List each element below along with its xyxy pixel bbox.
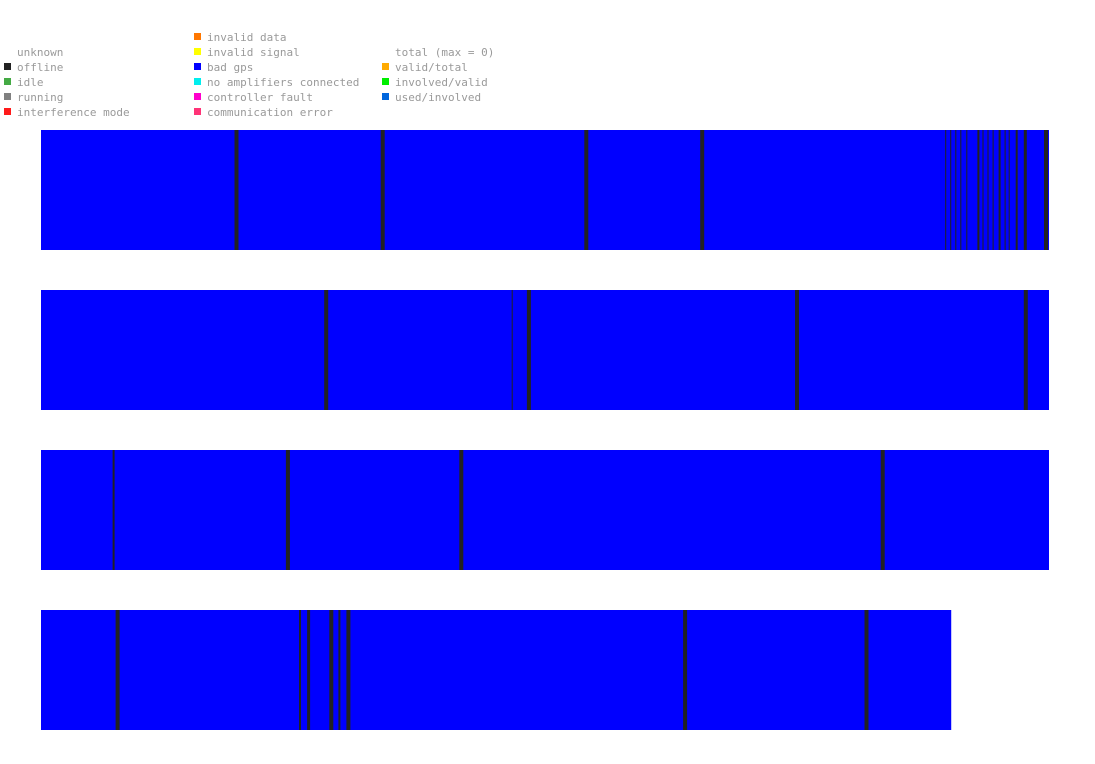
legend-label: invalid data: [207, 31, 287, 44]
legend-label: invalid signal: [207, 46, 300, 59]
legend-swatch: [194, 93, 201, 100]
offline-event-mark: [112, 450, 115, 570]
legend-swatch: [194, 48, 201, 55]
legend-swatch: [382, 78, 389, 85]
legend-label: idle: [17, 76, 44, 89]
offline-event-mark: [982, 130, 984, 250]
offline-event-mark: [945, 130, 947, 250]
offline-event-mark: [1015, 130, 1018, 250]
legend-label: communication error: [207, 106, 333, 119]
legend-swatch: [194, 78, 201, 85]
offline-event-mark: [700, 130, 705, 250]
offline-event-mark: [511, 290, 513, 410]
state-segment: [41, 290, 1049, 410]
offline-event-mark: [955, 130, 957, 250]
legend-swatch: [4, 78, 11, 85]
offline-event-mark: [795, 290, 799, 410]
timeline-row: [41, 610, 952, 730]
offline-event-mark: [526, 290, 531, 410]
offline-event-mark: [346, 610, 351, 730]
legend-swatch: [4, 108, 11, 115]
offline-event-mark: [960, 130, 962, 250]
offline-event-mark: [977, 130, 980, 250]
offline-event-mark: [459, 450, 464, 570]
offline-event-mark: [115, 610, 120, 730]
offline-event-mark: [307, 610, 311, 730]
offline-event-mark: [966, 130, 968, 250]
offline-event-mark: [1023, 290, 1028, 410]
timeline-row: [41, 290, 1049, 410]
offline-event-mark: [864, 610, 869, 730]
offline-event-mark: [380, 130, 385, 250]
legend-label: no amplifiers connected: [207, 76, 360, 89]
state-segment: [41, 610, 952, 730]
timeline-row: [41, 450, 1049, 570]
legend-label: bad gps: [207, 61, 254, 74]
offline-event-mark: [1008, 130, 1010, 250]
legend-label: involved/valid: [395, 76, 488, 89]
legend-swatch: [194, 33, 201, 40]
offline-event-mark: [338, 610, 341, 730]
state-segment: [41, 130, 1049, 250]
legend-swatch: [382, 93, 389, 100]
legend-swatch: [194, 108, 201, 115]
offline-event-mark: [1044, 130, 1048, 250]
offline-event-mark: [234, 130, 239, 250]
offline-event-mark: [299, 610, 301, 730]
legend-label: controller fault: [207, 91, 313, 104]
offline-event-mark: [683, 610, 688, 730]
legend-swatch: [194, 63, 201, 70]
offline-event-mark: [992, 130, 994, 250]
timeline-row: [41, 130, 1049, 250]
offline-event-mark: [880, 450, 885, 570]
offline-event-mark: [998, 130, 1001, 250]
legend-label: running: [17, 91, 64, 104]
offline-event-mark: [950, 130, 952, 250]
offline-event-mark: [285, 450, 290, 570]
offline-event-mark: [324, 290, 329, 410]
state-segment: [41, 450, 1049, 570]
offline-event-mark: [987, 130, 989, 250]
offline-event-mark: [329, 610, 334, 730]
legend-label: used/involved: [395, 91, 482, 104]
legend-label: valid/total: [395, 61, 468, 74]
legend-swatch: [382, 63, 389, 70]
legend-label: total (max = 0): [395, 46, 495, 59]
legend-label: offline: [17, 61, 64, 74]
legend-swatch: [4, 93, 11, 100]
offline-event-mark: [1023, 130, 1027, 250]
legend-label: unknown: [17, 46, 64, 59]
offline-event-mark: [1004, 130, 1006, 250]
offline-event-mark: [584, 130, 589, 250]
legend-swatch: [4, 63, 11, 70]
legend-label: interference mode: [17, 106, 130, 119]
